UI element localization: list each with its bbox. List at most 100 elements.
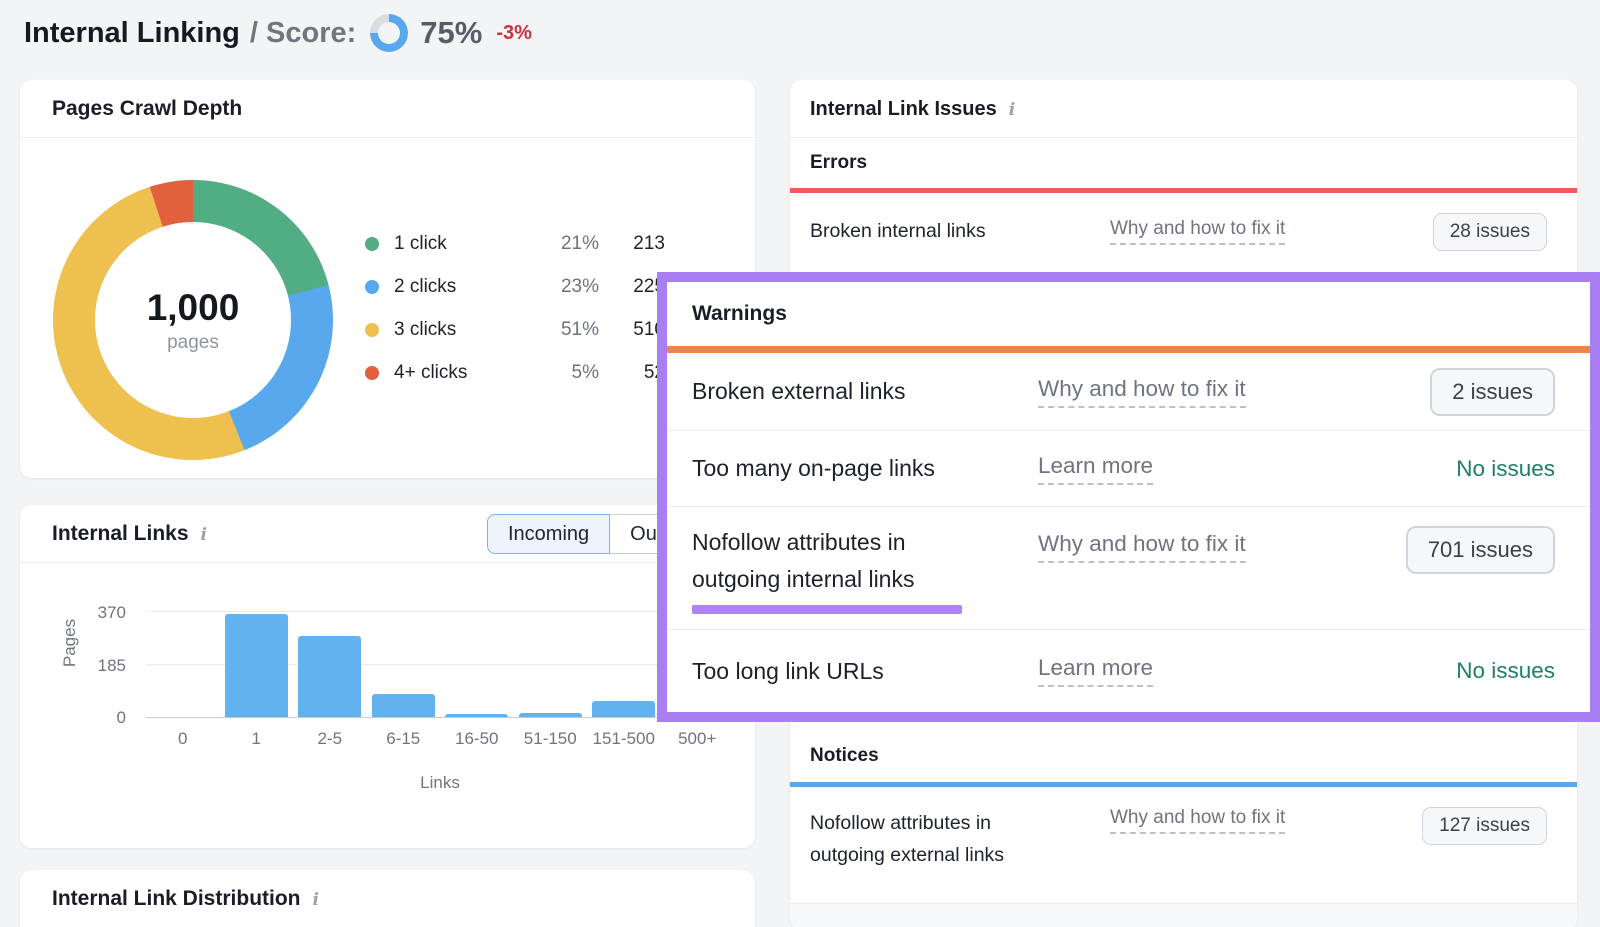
nofollow-internal-links-row: Nofollow attributes in outgoing internal… [667,507,1590,629]
legend-row-3-clicks: 3 clicks 51% 510 [365,308,665,351]
card-bottom-strip [790,903,1577,927]
bar-16-50 [440,601,514,717]
score-value: 75% [420,15,483,50]
internal-link-issues-title: Internal Link Issues [810,98,997,120]
broken-external-links-row: Broken external links Why and how to fix… [667,353,1590,430]
legend-dot-icon [365,322,379,337]
links-direction-toggle: Incoming Ou [487,514,683,554]
bar-chart-xlabels: 0 1 2-5 6-15 16-50 51-150 151-500 500+ [146,729,734,749]
crawl-depth-donut-center: 1,000 pages [95,222,291,418]
bar-6-15 [367,601,441,717]
issue-label: Too long link URLs [692,657,884,684]
warnings-section-heading: Warnings [692,302,787,325]
crawl-depth-legend: 1 click 21% 213 2 clicks 23% 225 3 click… [365,222,665,394]
issues-card-header: Internal Link Issues i [790,80,1577,138]
warnings-highlight-box: Warnings Broken external links Why and h… [657,272,1600,722]
internal-link-distribution-header: Internal Link Distribution i [20,870,755,927]
score-delta: -3% [496,21,532,44]
issue-label: Too many on-page links [692,455,935,481]
legend-label: 1 click [394,232,447,254]
broken-internal-links-row: Broken internal links Why and how to fix… [790,193,1577,270]
issues-count-badge[interactable]: 127 issues [1422,807,1547,845]
bar-chart-yticks: 0 185 370 [97,603,126,727]
issue-label: Broken internal links [810,220,986,242]
bar-chart-x-tick: 6-15 [386,729,421,748]
legend-row-1-click: 1 click 21% 213 [365,222,665,265]
legend-count: 510 [633,318,665,340]
internal-link-distribution-card: Internal Link Distribution i [20,870,755,927]
bar-chart-x-axis-title: Links [420,773,460,792]
legend-label: 4+ clicks [394,361,468,383]
pages-crawl-depth-card: Pages Crawl Depth 1,000 pages 1 click 21… [20,80,755,478]
bar-chart-x-tick: 51-150 [523,729,577,748]
score-ring-icon [370,14,409,52]
too-long-link-urls-row: Too long link URLs Learn more No issues [667,630,1590,712]
notices-accent-bar [790,782,1577,787]
learn-more-link[interactable]: Learn more [1038,453,1154,485]
bar-chart-x-tick: 151-500 [592,729,655,748]
issue-label: Broken external links [692,378,906,404]
why-and-how-to-fix-link[interactable]: Why and how to fix it [1038,376,1246,408]
bar-151-500 [587,601,661,717]
why-and-how-to-fix-link[interactable]: Why and how to fix it [1038,531,1246,563]
purple-underline-annotation [692,605,962,614]
warnings-accent-bar [667,346,1590,353]
legend-count: 213 [633,232,665,254]
total-pages-label: pages [167,331,219,353]
page-title: Internal Linking [24,16,240,49]
internal-link-distribution-title: Internal Link Distribution [52,887,301,910]
legend-pct: 51% [560,318,599,340]
why-and-how-to-fix-link[interactable]: Why and how to fix it [1110,807,1286,834]
notices-section-heading: Notices [810,745,879,766]
bar-chart-x-tick: 2-5 [317,729,343,748]
learn-more-link[interactable]: Learn more [1038,655,1154,687]
legend-dot-icon [365,365,379,380]
incoming-toggle-button[interactable]: Incoming [487,514,611,554]
crawl-depth-donut-chart: 1,000 pages [53,180,333,460]
page-header: Internal Linking / Score: 75% -3% [24,14,532,52]
issue-label: Nofollow attributes in outgoing external… [810,812,1005,866]
no-issues-status: No issues [1456,658,1555,683]
legend-dot-icon [365,279,379,294]
legend-dot-icon [365,236,379,251]
notices-section: Notices Nofollow attributes in outgoing … [790,730,1577,902]
errors-section-heading: Errors [810,152,868,173]
bar-2-5 [293,601,367,717]
bar-chart-y-axis-title: Pages [60,618,79,668]
info-icon[interactable]: i [1008,100,1016,120]
nofollow-external-links-row: Nofollow attributes in outgoing external… [790,787,1577,902]
info-icon[interactable]: i [200,525,207,545]
bar-chart-x-tick: 0 [178,729,188,748]
bar-51-150 [514,601,588,717]
bar-chart-x-tick: 1 [251,729,261,748]
legend-label: 3 clicks [394,318,457,340]
legend-pct: 5% [571,361,599,383]
legend-row-4plus-clicks: 4+ clicks 5% 52 [365,351,665,394]
errors-accent-bar [790,188,1577,193]
internal-links-title: Internal Links [52,522,189,545]
too-many-on-page-links-row: Too many on-page links Learn more No iss… [667,431,1590,506]
bar-0 [146,601,220,717]
legend-count: 225 [633,275,665,297]
legend-row-2-clicks: 2 clicks 23% 225 [365,265,665,308]
issues-count-badge[interactable]: 2 issues [1430,367,1555,416]
total-pages-value: 1,000 [146,286,240,328]
issues-count-badge[interactable]: 28 issues [1432,212,1547,251]
bar-chart-plot [146,601,734,718]
issues-count-badge[interactable]: 701 issues [1405,526,1555,574]
why-and-how-to-fix-link[interactable]: Why and how to fix it [1110,218,1286,245]
legend-pct: 21% [560,232,599,254]
score-label: / Score: [249,16,357,49]
internal-links-card: Internal Links i Incoming Ou Pages 0 185 37… [20,505,755,848]
bar-chart-x-tick: 500+ [678,729,717,748]
bar-1 [220,601,294,717]
no-issues-status: No issues [1456,455,1555,481]
internal-links-header: Internal Links i [20,505,755,563]
legend-pct: 23% [560,275,599,297]
pages-crawl-depth-title: Pages Crawl Depth [20,80,755,138]
issue-label: Nofollow attributes in outgoing internal… [692,524,1038,614]
info-icon[interactable]: i [312,890,319,910]
legend-label: 2 clicks [394,275,457,297]
legend-count: 52 [643,361,665,383]
